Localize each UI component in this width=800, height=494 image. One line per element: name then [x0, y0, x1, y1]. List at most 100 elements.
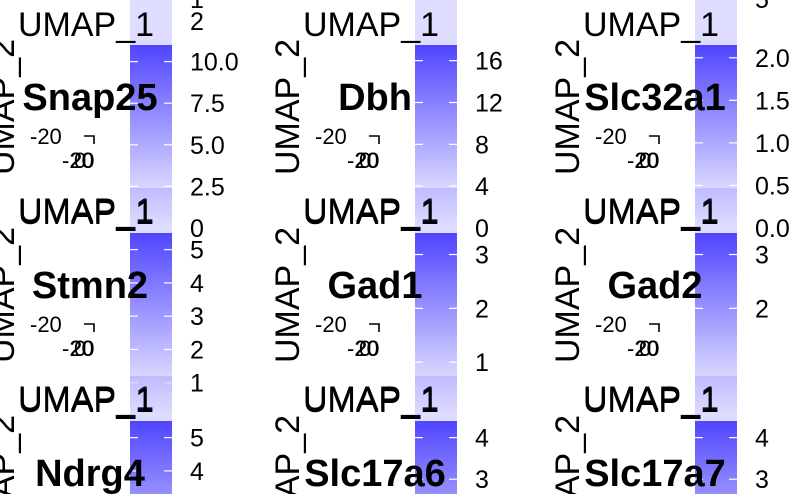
- legend-tick-label: 2: [755, 295, 769, 323]
- x-tick-label: 20: [70, 336, 94, 361]
- x-axis-label: UMAP_1: [583, 192, 719, 230]
- legend-colorbar: [415, 45, 457, 228]
- y-tick-label: -20: [595, 312, 627, 337]
- legend-tick-label: 8: [475, 131, 489, 159]
- legend-colorbar: [130, 233, 172, 416]
- legend-tick-label: 3: [755, 242, 769, 270]
- legend-colorbar-top: [130, 188, 172, 233]
- y-axis-label: UMAP_2: [0, 415, 22, 494]
- feature-title: Ndrg4: [35, 453, 145, 494]
- legend-tick-label: 5: [190, 425, 204, 453]
- legend-tick-label: 5: [190, 237, 204, 265]
- axis-corner: [84, 323, 95, 332]
- x-tick-label: 0: [639, 336, 651, 361]
- legend-tick-label: 4: [475, 425, 489, 453]
- y-tick-label: -20: [595, 124, 627, 149]
- x-tick-label: -20: [62, 148, 94, 173]
- legend-colorbar-top: [415, 0, 457, 45]
- y-tick-label: -20: [30, 312, 62, 337]
- y-axis-label: UMAP_2: [0, 39, 22, 175]
- x-axis-label: UMAP_1: [583, 6, 719, 44]
- feature-title: Slc17a6: [304, 453, 446, 494]
- x-tick-label: -20: [627, 148, 659, 173]
- legend-tick-label: 16: [475, 48, 503, 76]
- legend-top-tick: 5: [755, 0, 769, 14]
- legend-tick-label: 5.0: [190, 132, 225, 160]
- legend-colorbar: [415, 421, 457, 494]
- axis-corner: [84, 135, 95, 144]
- y-axis-label: UMAP_2: [549, 415, 587, 494]
- legend-tick-label: 2: [190, 336, 204, 364]
- legend-tick-label: 4: [755, 425, 769, 453]
- legend-tick-label: 1: [190, 370, 204, 398]
- x-axis-label: UMAP_1: [303, 192, 439, 230]
- x-tick-label: 20: [635, 336, 659, 361]
- x-axis-label: UMAP_1: [303, 380, 439, 418]
- x-tick-label: 20: [355, 148, 379, 173]
- feature-title: Gad2: [607, 265, 702, 307]
- legend-tick-label: 0: [190, 215, 204, 243]
- legend-tick-label: 7.5: [190, 90, 225, 118]
- legend-colorbar: [695, 45, 737, 228]
- legend-colorbar-top: [695, 376, 737, 421]
- y-axis-label: UMAP_2: [269, 39, 307, 175]
- legend-tick-label: 10.0: [190, 49, 239, 77]
- feature-title: Gad1: [327, 265, 422, 307]
- x-axis-label: UMAP_1: [18, 6, 154, 44]
- legend-colorbar-top: [130, 376, 172, 421]
- y-axis-label: UMAP_2: [549, 227, 587, 363]
- x-tick-label: -20: [347, 148, 379, 173]
- legend-tick-label: 3: [755, 466, 769, 494]
- legend-top-tick: 1: [190, 0, 204, 14]
- y-tick-label: -20: [315, 124, 347, 149]
- legend-tick-label: 4: [190, 458, 204, 486]
- panel-slc32a1: 0.00.51.01.52.05UMAP_1UMAP_1UMAP_2Slc32a…: [549, 0, 790, 243]
- y-axis-label: UMAP_2: [0, 227, 22, 363]
- legend-tick-label: 0.5: [755, 172, 790, 200]
- legend-colorbar: [130, 45, 172, 228]
- y-tick-label: -20: [315, 312, 347, 337]
- x-axis-label: UMAP_1: [303, 382, 439, 420]
- legend-tick-label: 1.5: [755, 87, 790, 115]
- legend-tick-label: 3: [190, 303, 204, 331]
- legend-tick-label: 2.5: [190, 173, 225, 201]
- x-tick-label: 0: [74, 148, 86, 173]
- x-axis-label: UMAP_1: [303, 194, 439, 232]
- legend-tick-label: 3: [475, 466, 489, 494]
- x-tick-label: 0: [359, 148, 371, 173]
- legend-tick-label: 0.0: [755, 215, 790, 243]
- x-axis-label: UMAP_1: [583, 382, 719, 420]
- x-tick-label: 20: [635, 148, 659, 173]
- y-axis-label: UMAP_2: [269, 227, 307, 363]
- legend-tick-label: 4: [190, 270, 204, 298]
- legend-tick-label: 1.0: [755, 130, 790, 158]
- y-axis-label: UMAP_2: [269, 415, 307, 494]
- legend-colorbar: [130, 421, 172, 494]
- legend-tick-label: 1: [475, 349, 489, 377]
- x-tick-label: 0: [639, 148, 651, 173]
- axis-corner: [369, 323, 380, 332]
- x-tick-label: 0: [359, 336, 371, 361]
- feature-title: Stmn2: [32, 265, 148, 307]
- x-axis-label: UMAP_1: [303, 6, 439, 44]
- legend-tick-label: 12: [475, 90, 503, 118]
- legend-colorbar: [695, 233, 737, 416]
- x-axis-label: UMAP_1: [18, 382, 154, 420]
- axis-corner: [369, 135, 380, 144]
- feature-title: Snap25: [22, 77, 157, 119]
- feature-title: Slc17a7: [584, 453, 726, 494]
- y-axis-label: UMAP_2: [549, 39, 587, 175]
- x-tick-label: -20: [347, 336, 379, 361]
- x-axis-label: UMAP_1: [583, 194, 719, 232]
- x-axis-label: UMAP_1: [18, 194, 154, 232]
- axis-corner: [649, 135, 660, 144]
- legend-tick-label: 4: [475, 173, 489, 201]
- feature-title: Dbh: [338, 77, 412, 119]
- legend-top-tick: 2: [190, 8, 204, 36]
